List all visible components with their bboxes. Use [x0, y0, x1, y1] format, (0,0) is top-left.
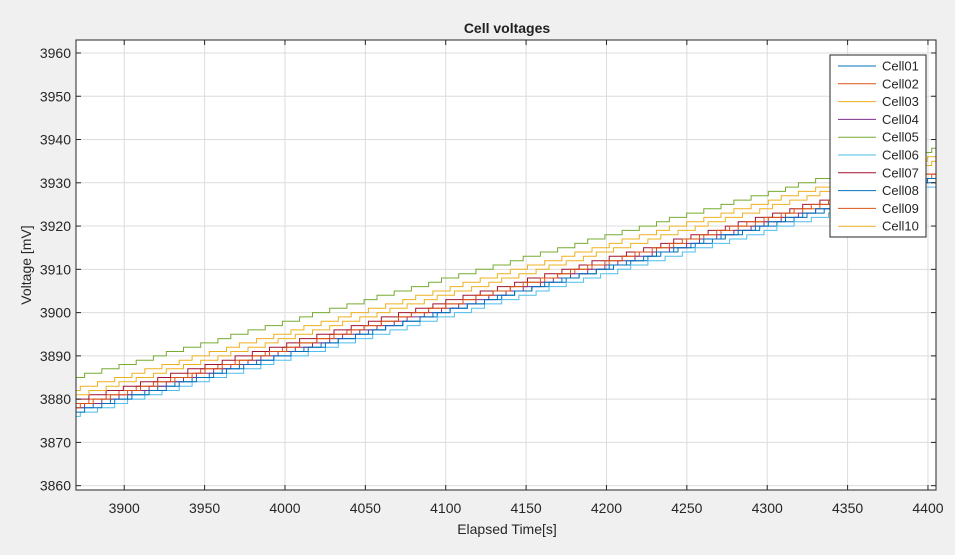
x-tick-label: 4350: [832, 500, 863, 516]
x-tick-label: 4200: [591, 500, 622, 516]
y-axis-label: Voltage [mV]: [18, 225, 34, 304]
x-tick-label: 4250: [671, 500, 702, 516]
plot-frame: [75, 39, 937, 491]
y-tick-label: 3940: [40, 132, 71, 148]
x-tick-label: 4000: [269, 500, 300, 516]
x-tick-label: 4050: [350, 500, 381, 516]
y-tick-label: 3960: [40, 45, 71, 61]
series-line-cell03: [76, 156, 936, 391]
legend-label-cell07: Cell07: [882, 165, 919, 180]
x-tick-label: 4150: [511, 500, 542, 516]
y-tick-label: 3890: [40, 348, 71, 364]
y-tick-label: 3950: [40, 88, 71, 104]
legend-label-cell06: Cell06: [882, 148, 919, 163]
y-tick-label: 3870: [40, 434, 71, 450]
legend-label-cell04: Cell04: [882, 112, 919, 127]
series-layer: [76, 147, 936, 417]
legend-label-cell09: Cell09: [882, 201, 919, 216]
y-tick-label: 3920: [40, 218, 71, 234]
legend-label-cell02: Cell02: [882, 76, 919, 91]
legend-label-cell08: Cell08: [882, 183, 919, 198]
x-tick-label: 4300: [752, 500, 783, 516]
legend-box: [829, 54, 927, 238]
series-line-cell10: [76, 160, 936, 396]
y-tick-label: 3860: [40, 478, 71, 494]
legend[interactable]: Cell01 Cell02 Cell03 Cell04 Cell05 Cell06 Cell…: [829, 54, 927, 238]
series-line-cell09: [76, 173, 936, 409]
y-tick-label: 3910: [40, 261, 71, 277]
legend-label-cell03: Cell03: [882, 94, 919, 109]
legend-label-cell10: Cell10: [882, 219, 919, 234]
y-tick-label: 3930: [40, 175, 71, 191]
series-line-cell07: [76, 169, 936, 400]
y-tick-label: 3880: [40, 391, 71, 407]
chart-title: Cell voltages: [464, 20, 551, 36]
series-line-cell06: [76, 186, 936, 417]
y-tick-label: 3900: [40, 305, 71, 321]
legend-label-cell05: Cell05: [882, 130, 919, 145]
series-line-cell05: [76, 147, 936, 378]
x-tick-label: 4100: [430, 500, 461, 516]
x-tick-label: 4400: [912, 500, 943, 516]
x-axis-label: Elapsed Time[s]: [457, 521, 557, 537]
series-line-cell08: [76, 178, 936, 413]
legend-label-cell01: Cell01: [882, 59, 919, 74]
tick-layer: 3900 3950 4000 4050 4100 4150 4200 4250 4300 4350…: [40, 40, 944, 516]
x-tick-label: 3950: [189, 500, 220, 516]
x-tick-label: 3900: [109, 500, 140, 516]
